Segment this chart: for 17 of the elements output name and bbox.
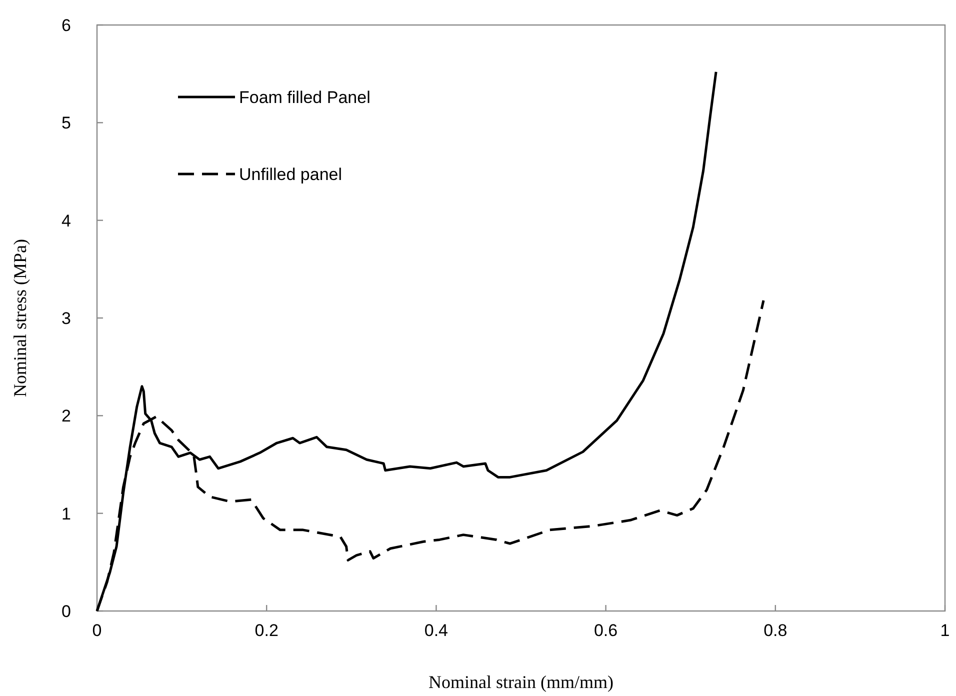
x-tick-label: 0.2 [254,621,278,640]
y-tick-label: 2 [62,406,71,426]
legend-label: Unfilled panel [239,164,342,184]
y-axis-title: Nominal stress (MPa) [10,239,30,397]
x-tick-label: 0 [92,621,102,640]
y-tick-label: 4 [62,211,71,230]
x-tick-label: 1 [940,621,950,640]
y-tick-label: 1 [62,504,71,524]
y-tick-label: 5 [62,114,71,133]
x-axis-title: Nominal strain (mm/mm) [428,672,614,692]
y-tick-label: 0 [62,602,71,621]
y-tick-label: 6 [62,16,71,35]
x-tick-label: 0.8 [764,621,788,640]
x-tick-label: 0.4 [424,621,448,640]
legend-label: Foam filled Panel [239,88,370,107]
x-tick-label: 0.6 [594,621,618,640]
y-tick-label: 3 [62,308,71,328]
